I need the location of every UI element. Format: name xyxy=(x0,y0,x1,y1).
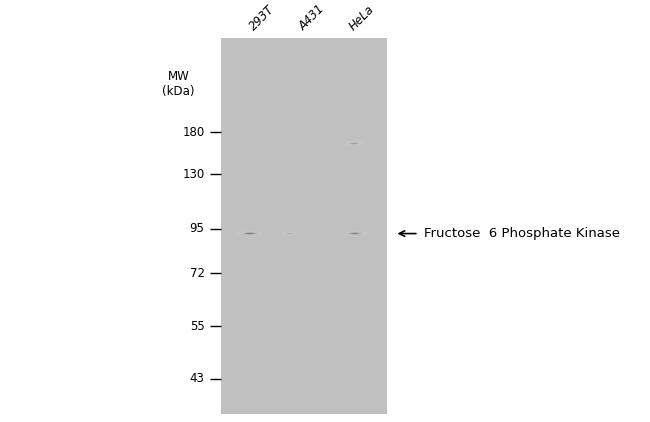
Text: 293T: 293T xyxy=(247,3,277,33)
Text: A431: A431 xyxy=(296,3,327,33)
Text: 180: 180 xyxy=(182,126,205,138)
Text: 95: 95 xyxy=(190,222,205,235)
Text: MW
(kDa): MW (kDa) xyxy=(162,70,195,98)
Text: 43: 43 xyxy=(190,372,205,385)
Text: 55: 55 xyxy=(190,320,205,333)
Text: HeLa: HeLa xyxy=(346,3,376,33)
Text: 72: 72 xyxy=(190,267,205,279)
Bar xyxy=(221,38,387,414)
Text: 130: 130 xyxy=(182,168,205,181)
Text: Fructose  6 Phosphate Kinase: Fructose 6 Phosphate Kinase xyxy=(424,227,619,240)
